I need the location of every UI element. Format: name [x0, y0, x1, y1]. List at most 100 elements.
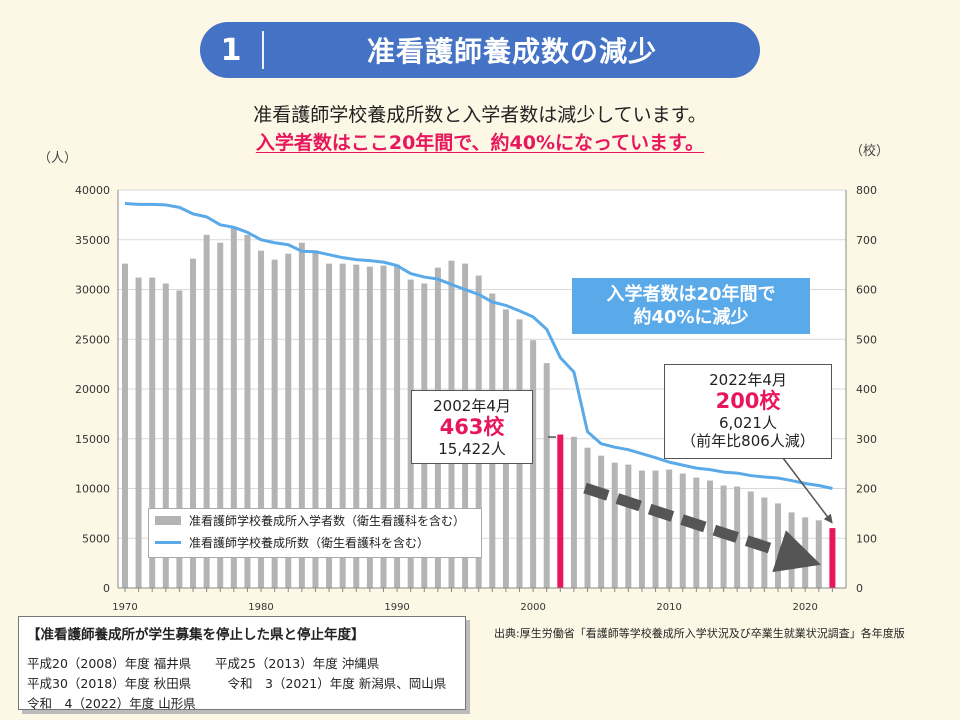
section-number: 1 [220, 32, 242, 68]
bar [135, 277, 142, 588]
y-left-tick: 20000 [75, 383, 110, 396]
bar [774, 503, 781, 588]
x-tick-label: 1980 [248, 602, 273, 613]
decline-highlight-line1: 入学者数は20年間で [606, 283, 776, 305]
y-left-tick: 35000 [75, 234, 110, 247]
right-axis-unit: （校） [850, 144, 890, 159]
chart-legend: 准看護師学校養成所入学者数（衛生看護科を含む） 准看護師学校養成所数（衛生看護科… [148, 508, 482, 558]
bar [530, 340, 537, 588]
bar [706, 480, 713, 588]
y-right-tick: 400 [856, 383, 877, 396]
page-title: 准看護師養成数の減少 [366, 35, 657, 68]
x-tick-label: 1970 [112, 602, 137, 613]
bar [353, 264, 360, 588]
bar [598, 455, 605, 588]
y-right-tick: 600 [856, 284, 877, 297]
x-tick-label: 1990 [384, 602, 409, 613]
bar [815, 520, 822, 588]
callout-2002-students: 15,422人 [438, 440, 506, 459]
y-left-tick: 30000 [75, 284, 110, 297]
lead-text: 准看護師学校養成所数と入学者数は減少しています。 [253, 104, 707, 126]
suspension-entry [215, 693, 465, 712]
lead-emphasis: 入学者数はここ20年間で、約40%になっています。 [0, 128, 960, 155]
bar [326, 263, 333, 588]
y-left-tick: 5000 [82, 532, 110, 545]
bar [625, 464, 632, 588]
suspension-entry: 令和 3（2021）年度 新潟県、岡山県 [215, 676, 447, 691]
bar [611, 462, 618, 588]
suspension-title: 【准看護師養成所が学生募集を停止した県と停止年度】 [27, 627, 365, 643]
bar [339, 263, 346, 588]
bar [285, 253, 292, 588]
title-divider [262, 31, 264, 69]
bar-highlight [829, 528, 836, 588]
bar [244, 234, 251, 588]
source-note: 出典:厚生労働省「看護師等学校養成所入学状況及び卒業生就業状況調査」各年度版 [494, 627, 905, 640]
y-left-tick: 0 [103, 582, 110, 595]
bar [380, 265, 387, 588]
y-right-tick: 300 [856, 433, 877, 446]
bar [693, 477, 700, 588]
x-tick-label: 2000 [520, 602, 545, 613]
suspension-box: 【准看護師養成所が学生募集を停止した県と停止年度】 平成20（2008）年度 福… [18, 616, 466, 712]
suspension-entry: 令和 4（2022）年度 山形県 [27, 696, 196, 711]
bar [271, 259, 278, 588]
callout-2002: 2002年4月 463校 15,422人 [411, 390, 533, 464]
callout-2022-note: （前年比806人減） [681, 432, 815, 451]
callout-2002-schools: 463校 [439, 415, 505, 439]
y-left-tick: 15000 [75, 433, 110, 446]
lead-emphasis-text: 入学者数はここ20年間で、約40%になっています。 [255, 132, 705, 154]
bar [570, 436, 577, 588]
suspension-entry: 平成30（2018）年度 秋田県 [27, 676, 192, 691]
legend-bar-label: 准看護師学校養成所入学者数（衛生看護科を含む） [189, 513, 466, 528]
callout-2022-students: 6,021人 [719, 414, 777, 433]
legend-line-swatch [155, 540, 181, 544]
title-banner: 1 准看護師養成数の減少 [200, 22, 760, 78]
y-left-tick: 10000 [75, 483, 110, 496]
bar [679, 473, 686, 588]
callout-2022-schools: 200校 [715, 389, 781, 413]
suspension-entry: 平成20（2008）年度 福井県 [27, 656, 192, 671]
bar [217, 242, 224, 589]
bar [203, 234, 210, 588]
bar [652, 470, 659, 588]
bar [162, 283, 169, 588]
bar [122, 263, 128, 588]
y-right-tick: 800 [856, 184, 877, 197]
decline-highlight-line2: 約40%に減少 [633, 307, 749, 328]
trend-arrow [583, 482, 821, 573]
y-right-tick: 200 [856, 483, 877, 496]
legend-item-line: 准看護師学校養成所数（衛生看護科を含む） [149, 531, 481, 553]
callout-2022-pointer [782, 457, 833, 524]
y-right-tick: 700 [856, 234, 877, 247]
bar [802, 517, 809, 588]
callout-2022: 2022年4月 200校 6,021人 （前年比806人減） [664, 364, 832, 459]
suspension-list: 平成20（2008）年度 福井県 平成25（2013）年度 沖縄県 平成30（2… [27, 653, 465, 712]
bar [312, 250, 319, 588]
x-tick-label: 2010 [656, 602, 681, 613]
x-tick-label: 2020 [792, 602, 817, 613]
bar [394, 264, 401, 588]
bar [149, 277, 156, 588]
y-right-tick: 0 [856, 582, 863, 595]
y-right-tick: 500 [856, 333, 877, 346]
y-left-tick: 25000 [75, 333, 110, 346]
bar-highlight [557, 434, 564, 588]
bar [366, 266, 373, 588]
bar [298, 242, 305, 589]
legend-bar-swatch [155, 515, 181, 525]
left-axis-unit: （人） [38, 151, 78, 166]
bar [176, 290, 183, 588]
series-line-schools [124, 201, 833, 490]
y-left-tick: 40000 [75, 184, 110, 197]
legend-line-label: 准看護師学校養成所数（衛生看護科を含む） [189, 535, 430, 550]
decline-highlight-box: 入学者数は20年間で 約40%に減少 [572, 278, 810, 334]
y-right-tick: 100 [856, 532, 877, 545]
bar [190, 258, 197, 588]
bar [258, 250, 265, 588]
bar [584, 447, 591, 588]
legend-item-bar: 准看護師学校養成所入学者数（衛生看護科を含む） [149, 509, 481, 531]
bar [407, 279, 414, 588]
suspension-entry: 平成25（2013）年度 沖縄県 [215, 656, 380, 671]
